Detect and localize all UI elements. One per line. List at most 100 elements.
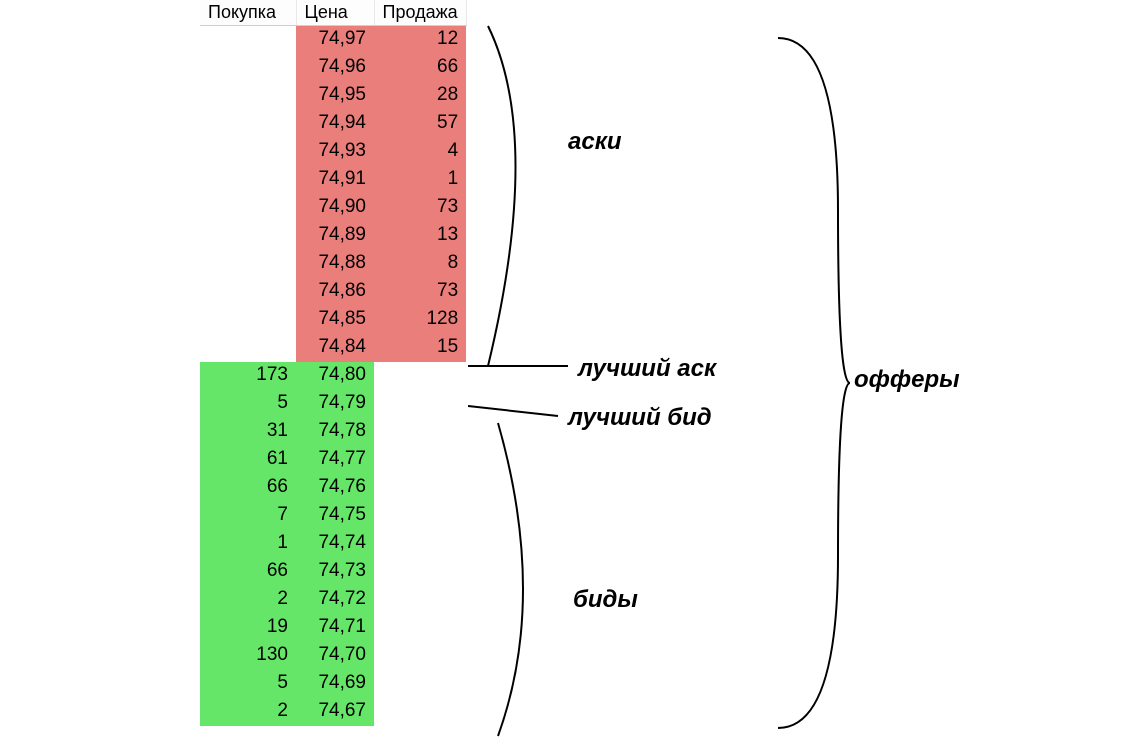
sell-cell: 4 [374,138,466,166]
price-cell: 74,88 [296,250,374,278]
buy-cell: 2 [200,698,296,726]
table-row: 6674,73 [200,558,466,586]
buy-cell [200,278,296,306]
buy-cell [200,54,296,82]
price-cell: 74,67 [296,698,374,726]
sell-cell [374,698,466,726]
sell-cell [374,446,466,474]
label-best-ask: лучший аск [578,355,716,383]
table-row: 74,9528 [200,82,466,110]
table-row: 74,8673 [200,278,466,306]
table-row: 6674,76 [200,474,466,502]
sell-cell [374,614,466,642]
buy-cell [200,166,296,194]
sell-cell: 73 [374,194,466,222]
sell-cell: 73 [374,278,466,306]
table-row: 574,79 [200,390,466,418]
sell-cell [374,558,466,586]
header-sell: Продажа [374,0,466,26]
price-cell: 74,74 [296,530,374,558]
price-cell: 74,77 [296,446,374,474]
sell-cell: 57 [374,110,466,138]
table-row: 74,85128 [200,306,466,334]
sell-cell: 1 [374,166,466,194]
buy-cell [200,194,296,222]
price-cell: 74,91 [296,166,374,194]
table-row: 74,9457 [200,110,466,138]
price-cell: 74,95 [296,82,374,110]
table-row: 6174,77 [200,446,466,474]
buy-cell: 5 [200,670,296,698]
table-row: 74,934 [200,138,466,166]
sell-cell [374,474,466,502]
price-cell: 74,70 [296,642,374,670]
buy-cell: 66 [200,558,296,586]
header-buy: Покупка [200,0,296,26]
price-cell: 74,97 [296,26,374,54]
buy-cell [200,334,296,362]
sell-cell: 8 [374,250,466,278]
price-cell: 74,96 [296,54,374,82]
price-cell: 74,89 [296,222,374,250]
sell-cell [374,362,466,390]
buy-cell: 7 [200,502,296,530]
table-header-row: Покупка Цена Продажа [200,0,466,26]
table-row: 74,888 [200,250,466,278]
buy-cell: 173 [200,362,296,390]
table-row: 13074,70 [200,642,466,670]
buy-cell [200,222,296,250]
sell-cell [374,418,466,446]
sell-cell: 128 [374,306,466,334]
buy-cell: 31 [200,418,296,446]
price-cell: 74,84 [296,334,374,362]
buy-cell [200,306,296,334]
sell-cell: 13 [374,222,466,250]
label-offers: офферы [854,366,960,394]
table-row: 74,9073 [200,194,466,222]
buy-cell [200,26,296,54]
label-best-bid: лучший бид [568,404,712,432]
buy-cell [200,82,296,110]
table-row: 17374,80 [200,362,466,390]
sell-cell [374,390,466,418]
table-row: 574,69 [200,670,466,698]
buy-cell: 1 [200,530,296,558]
table-row: 1974,71 [200,614,466,642]
sell-cell: 66 [374,54,466,82]
price-cell: 74,75 [296,502,374,530]
sell-cell [374,586,466,614]
price-cell: 74,93 [296,138,374,166]
table-row: 174,74 [200,530,466,558]
price-cell: 74,86 [296,278,374,306]
table-row: 74,911 [200,166,466,194]
label-asks: аски [568,128,622,156]
label-bids: биды [573,586,638,614]
buy-cell: 19 [200,614,296,642]
header-price: Цена [296,0,374,26]
table-row: 274,67 [200,698,466,726]
price-cell: 74,78 [296,418,374,446]
price-cell: 74,76 [296,474,374,502]
price-cell: 74,72 [296,586,374,614]
sell-cell [374,642,466,670]
annotations-layer: аски лучший аск лучший бид биды офферы [468,18,928,738]
sell-cell: 15 [374,334,466,362]
orderbook-table: Покупка Цена Продажа 74,971274,966674,95… [200,0,467,726]
price-cell: 74,80 [296,362,374,390]
buy-cell [200,138,296,166]
buy-cell [200,110,296,138]
table-row: 274,72 [200,586,466,614]
price-cell: 74,69 [296,670,374,698]
sell-cell: 12 [374,26,466,54]
table-row: 74,8913 [200,222,466,250]
table-row: 74,8415 [200,334,466,362]
price-cell: 74,94 [296,110,374,138]
table-row: 74,9712 [200,26,466,54]
buy-cell: 61 [200,446,296,474]
price-cell: 74,79 [296,390,374,418]
price-cell: 74,90 [296,194,374,222]
buy-cell: 5 [200,390,296,418]
sell-cell [374,530,466,558]
table-row: 74,9666 [200,54,466,82]
sell-cell [374,670,466,698]
